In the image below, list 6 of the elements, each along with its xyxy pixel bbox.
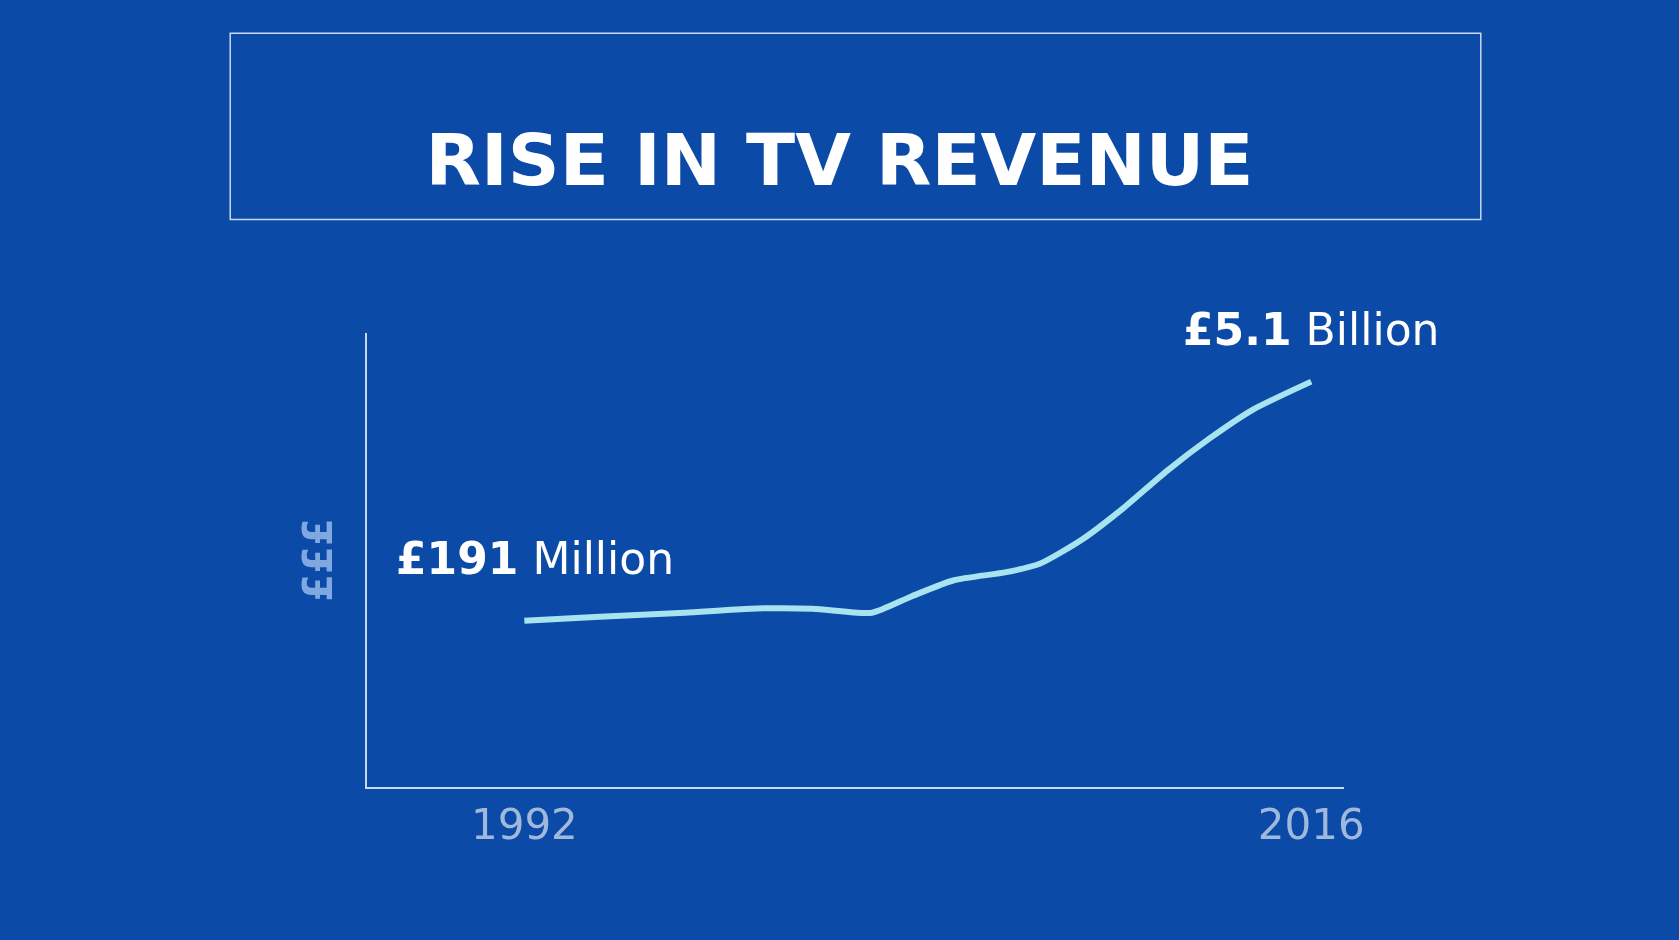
x-tick-label: 1992 [470, 800, 578, 850]
annotation: £191 Million [396, 533, 675, 584]
x-tick-label: 2016 [1257, 800, 1365, 850]
annotation: £5.1 Billion [1183, 304, 1440, 355]
y-axis-title: £££ [295, 518, 341, 602]
chart-title: RISE IN TV REVENUE [425, 118, 1254, 202]
